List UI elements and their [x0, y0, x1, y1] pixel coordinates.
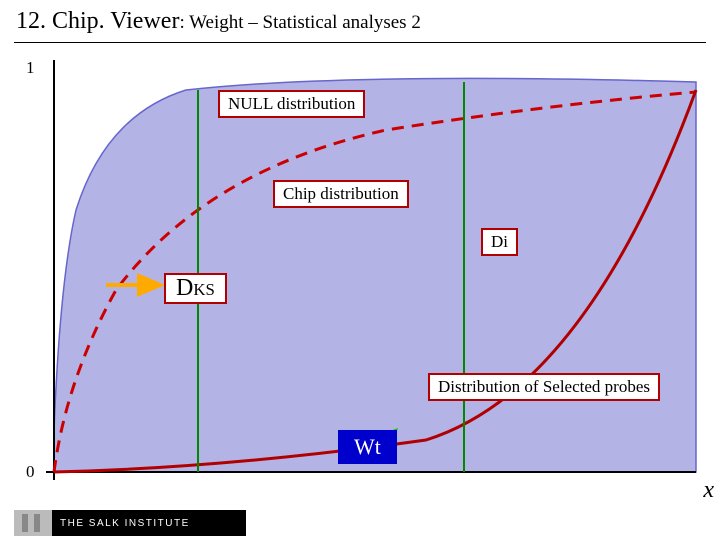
ylabel-1: 1: [26, 58, 35, 78]
label-dks: DKS: [164, 273, 227, 304]
salk-logo: THE SALK INSTITUTE: [14, 510, 246, 536]
ylabel-0: 0: [26, 462, 35, 482]
label-selected: Distribution of Selected probes: [428, 373, 660, 401]
title-main: Chip. Viewer: [52, 8, 179, 34]
cdf-chart: 1 0 x NULL distribution Chip distributio…: [46, 60, 696, 480]
xlabel: x: [703, 477, 714, 504]
salk-text: THE SALK INSTITUTE: [60, 518, 190, 529]
salk-icon: [14, 510, 52, 536]
title-sub: : Weight – Statistical analyses 2: [179, 12, 420, 33]
title-underline: [14, 42, 706, 43]
title-number: 12.: [16, 8, 46, 34]
label-null: NULL distribution: [218, 90, 365, 118]
page-title: 12. Chip. Viewer: Weight – Statistical a…: [16, 8, 421, 35]
label-di: Di: [481, 228, 518, 256]
null-distribution-area: [54, 78, 696, 472]
label-chip: Chip distribution: [273, 180, 409, 208]
chart-svg: [46, 60, 696, 480]
label-wt: Wt: [338, 430, 397, 464]
